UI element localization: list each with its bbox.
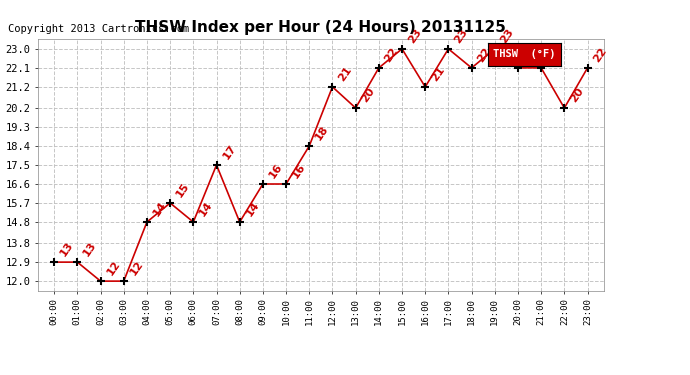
Text: 14: 14 <box>244 199 261 218</box>
Text: 23: 23 <box>406 26 423 45</box>
Text: 22: 22 <box>383 45 400 64</box>
Text: 20: 20 <box>359 86 377 104</box>
Text: 15: 15 <box>175 180 191 199</box>
Text: 12: 12 <box>128 258 145 277</box>
Text: 21: 21 <box>429 64 446 83</box>
Text: 18: 18 <box>313 123 331 142</box>
Text: 20: 20 <box>569 86 586 104</box>
Text: 22: 22 <box>545 45 562 64</box>
Text: 13: 13 <box>59 240 75 258</box>
Text: 21: 21 <box>337 64 354 83</box>
Text: 17: 17 <box>221 142 238 161</box>
Text: 16: 16 <box>267 161 284 180</box>
Title: THSW Index per Hour (24 Hours) 20131125: THSW Index per Hour (24 Hours) 20131125 <box>135 20 506 35</box>
Text: 12: 12 <box>105 258 122 277</box>
Text: 22: 22 <box>475 45 493 64</box>
Text: 23: 23 <box>453 26 470 45</box>
Text: 22: 22 <box>592 45 609 64</box>
Text: 22: 22 <box>522 45 539 64</box>
Text: 16: 16 <box>290 161 307 180</box>
Text: Copyright 2013 Cartronics.com: Copyright 2013 Cartronics.com <box>8 24 190 34</box>
Text: 13: 13 <box>81 240 99 258</box>
Text: 14: 14 <box>151 199 168 218</box>
Text: 23: 23 <box>499 26 516 45</box>
Text: 14: 14 <box>197 199 215 218</box>
